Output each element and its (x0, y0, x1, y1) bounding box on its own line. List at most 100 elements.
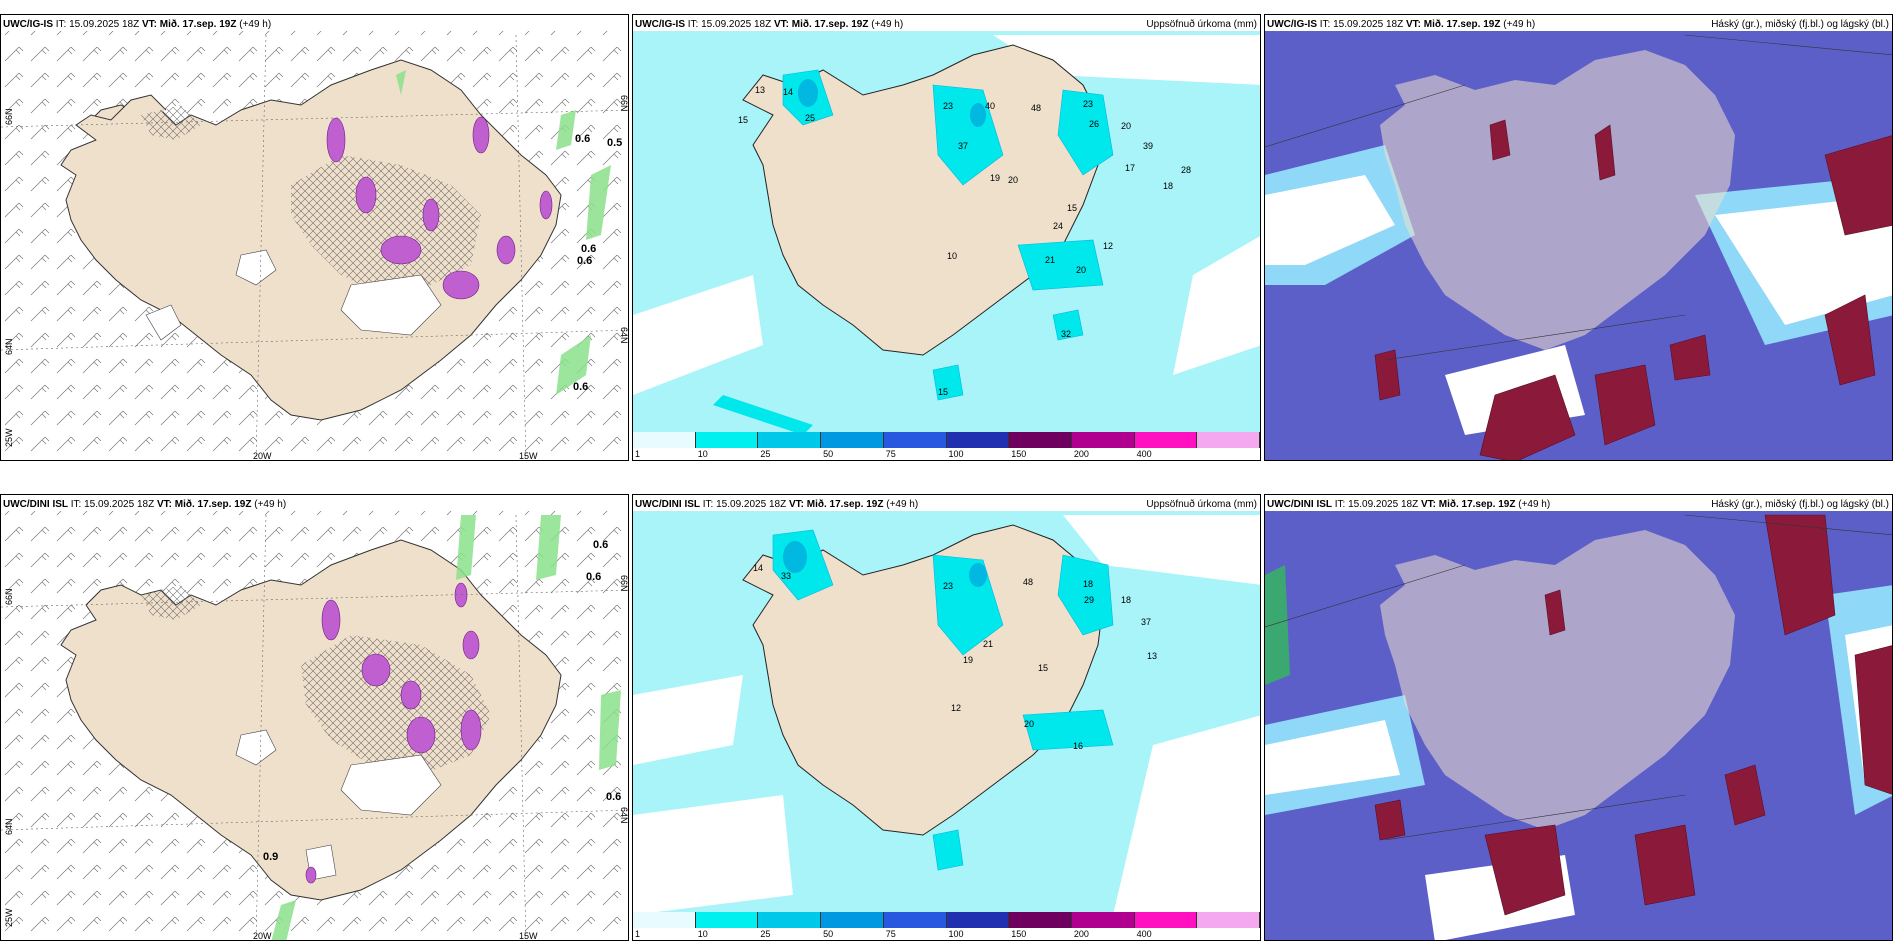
colorbar-swatch (883, 432, 947, 448)
wind-value: 0.5 (607, 137, 623, 149)
colorbar-swatch (1197, 912, 1260, 928)
precip-map (633, 31, 1260, 435)
lat-label: 64N (4, 338, 14, 355)
colorbar-swatch (758, 912, 822, 928)
wind-value: 0.6 (586, 571, 602, 583)
colorbar-tick: 100 (948, 449, 964, 459)
precip-value: 25 (805, 113, 816, 123)
precip-value: 37 (1141, 617, 1152, 627)
precip-value: 19 (990, 173, 1001, 183)
precip-value: 14 (783, 87, 794, 97)
lon-label: 25W (4, 428, 14, 447)
panel-header: UWC/DINI ISL IT: 15.09.2025 18Z VT: Mið.… (635, 499, 919, 510)
colorbar-swatch (633, 432, 696, 448)
colorbar-tick: 75 (885, 449, 896, 459)
precip-value: 20 (1076, 265, 1087, 275)
wind-value: 0.6 (573, 381, 589, 393)
panel-header: UWC/IG-IS IT: 15.09.2025 18Z VT: Mið. 17… (635, 19, 904, 30)
colorbar-swatch (821, 432, 884, 448)
wind-value: 0.9 (263, 851, 279, 863)
panel-header: UWC/DINI ISL IT: 15.09.2025 18Z VT: Mið.… (1267, 499, 1551, 510)
lat-label: 66N (619, 575, 629, 592)
precip-colorbar: 1 10 25 50 75 100 150 200 400 (633, 432, 1260, 460)
precip-value: 32 (1061, 329, 1072, 339)
lon-label: 20W (253, 451, 272, 461)
colorbar-tick: 150 (1011, 449, 1027, 459)
precip-value: 40 (985, 101, 996, 111)
precip-value: 13 (1147, 651, 1158, 661)
colorbar-tick: 10 (697, 449, 708, 459)
lat-label: 66N (619, 95, 629, 112)
precip-value: 29 (1084, 595, 1095, 605)
panel-cloud-bottom: UWC/DINI ISL IT: 15.09.2025 18Z VT: Mið.… (1264, 494, 1893, 941)
precip-value: 21 (1045, 255, 1056, 265)
precip-value: 28 (1181, 165, 1192, 175)
precip-map (633, 511, 1260, 915)
colorbar-tick: 400 (1136, 929, 1152, 939)
colorbar-swatch (1134, 912, 1198, 928)
precip-value: 15 (738, 115, 749, 125)
colorbar-swatch (1134, 432, 1198, 448)
lon-label: 20W (253, 931, 272, 941)
colorbar-swatch (695, 912, 759, 928)
colorbar-swatch (883, 912, 947, 928)
colorbar-tick: 50 (823, 449, 834, 459)
precip-value: 12 (1103, 241, 1114, 251)
colorbar-tick: 150 (1011, 929, 1027, 939)
colorbar-tick: 1 (635, 449, 641, 459)
precip-value: 18 (1083, 579, 1094, 589)
precip-value: 18 (1121, 595, 1132, 605)
lat-label: 64N (4, 818, 14, 835)
panel-header: UWC/IG-IS IT: 15.09.2025 18Z VT: Mið. 17… (3, 19, 272, 30)
colorbar-swatch (1009, 432, 1072, 448)
colorbar-tick: 1 (635, 929, 641, 939)
colorbar-tick: 25 (760, 449, 771, 459)
colorbar-tick: 75 (885, 929, 896, 939)
panel-precip-top: UWC/IG-IS IT: 15.09.2025 18Z VT: Mið. 17… (632, 14, 1261, 461)
colorbar-swatch (1071, 912, 1135, 928)
precip-value: 16 (1073, 741, 1084, 751)
precip-value: 48 (1031, 103, 1042, 113)
precip-value: 20 (1121, 121, 1132, 131)
precip-value: 18 (1163, 181, 1174, 191)
precip-value: 21 (983, 639, 994, 649)
precip-value: 19 (963, 655, 974, 665)
cloud-map (1265, 511, 1892, 940)
precip-value: 23 (943, 101, 954, 111)
wind-map (1, 511, 628, 940)
precip-title: Uppsöfnuð úrkoma (mm) (1146, 19, 1257, 30)
colorbar-tick: 200 (1073, 449, 1089, 459)
precip-value: 13 (755, 85, 766, 95)
precip-value: 37 (958, 141, 969, 151)
precip-value: 39 (1143, 141, 1154, 151)
panel-cloud-top: UWC/IG-IS IT: 15.09.2025 18Z VT: Mið. 17… (1264, 14, 1893, 461)
cloud-map (1265, 31, 1892, 460)
precip-value: 20 (1008, 175, 1019, 185)
precip-value: 33 (781, 571, 792, 581)
wind-map (1, 31, 628, 460)
precip-value: 15 (938, 387, 949, 397)
colorbar-swatch (821, 912, 884, 928)
cloud-title: Háský (gr.), miðský (fj.bl.) og lágský (… (1711, 499, 1889, 510)
precip-value: 23 (1083, 99, 1094, 109)
precip-value: 26 (1089, 119, 1100, 129)
wind-value: 0.6 (606, 791, 622, 803)
precip-value: 20 (1024, 719, 1035, 729)
precip-title: Uppsöfnuð úrkoma (mm) (1146, 499, 1257, 510)
lon-label: 15W (519, 931, 538, 941)
precip-value: 12 (951, 703, 962, 713)
wind-value: 0.6 (593, 539, 609, 551)
colorbar-swatch (758, 432, 822, 448)
precip-value: 14 (753, 563, 764, 573)
precip-colorbar: 1 10 25 50 75 100 150 200 400 (633, 912, 1260, 940)
precip-value: 15 (1067, 203, 1078, 213)
colorbar-swatch (633, 912, 696, 928)
wind-value: 0.6 (581, 243, 597, 255)
colorbar-swatch (946, 432, 1010, 448)
lat-label: 64N (619, 807, 629, 824)
panel-header: UWC/DINI ISL IT: 15.09.2025 18Z VT: Mið.… (3, 499, 287, 510)
colorbar-tick: 100 (948, 929, 964, 939)
colorbar-tick: 10 (697, 929, 708, 939)
cloud-title: Háský (gr.), miðský (fj.bl.) og lágský (… (1711, 19, 1889, 30)
colorbar-tick: 25 (760, 929, 771, 939)
